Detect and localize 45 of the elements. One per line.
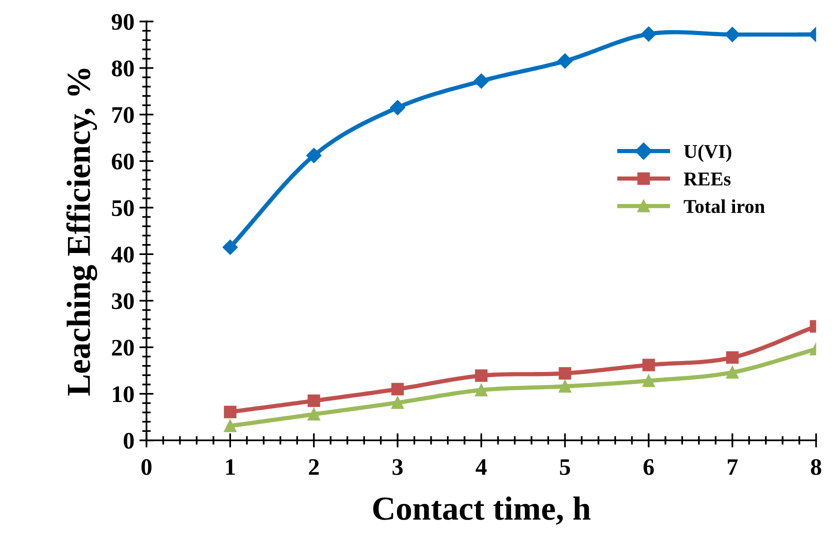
point [224,420,236,432]
y-tick-label: 90 [112,14,134,30]
point [642,358,655,372]
x-tick-label: 0 [141,459,152,476]
legend-label: U(VI) [684,144,732,162]
x-axis-title: Contact time, h [373,496,590,525]
point [475,384,488,396]
x-tick-label: 4 [476,459,487,475]
point [724,26,740,42]
y-tick-label: 30 [112,293,134,310]
point [726,351,739,364]
point [391,396,404,409]
y-tick-label: 40 [111,246,134,263]
x-tick-label: 5 [560,459,570,476]
y-tick-label: 20 [112,340,134,356]
point [390,100,406,116]
point [641,26,656,42]
x-tick-label: 6 [644,459,654,476]
y-tick-label: 60 [112,154,134,170]
y-tick-label: 50 [112,200,134,216]
point [475,369,488,382]
y-tick-label: 70 [112,107,134,123]
point [558,367,572,380]
y-axis-title: Leaching Efficiency, % [66,68,98,396]
point [391,382,404,396]
point [222,240,238,255]
x-tick-label: 7 [728,459,738,475]
point [306,148,322,164]
x-tick-label: 1 [226,459,235,475]
point [474,73,489,89]
x-tick-label: 3 [392,459,403,476]
point [308,394,320,408]
y-tick-label: 10 [112,386,134,402]
point [558,380,572,393]
point [557,53,573,69]
x-tick-label: 8 [810,459,822,476]
point [308,408,320,421]
point [224,406,236,418]
point [642,374,655,388]
y-tick-label: 0 [124,432,134,449]
point [726,366,739,379]
legend-label: Total iron [684,199,765,214]
y-tick-label: 80 [112,60,134,76]
legend-label: REEs [684,172,731,186]
x-tick-label: 2 [308,459,319,475]
